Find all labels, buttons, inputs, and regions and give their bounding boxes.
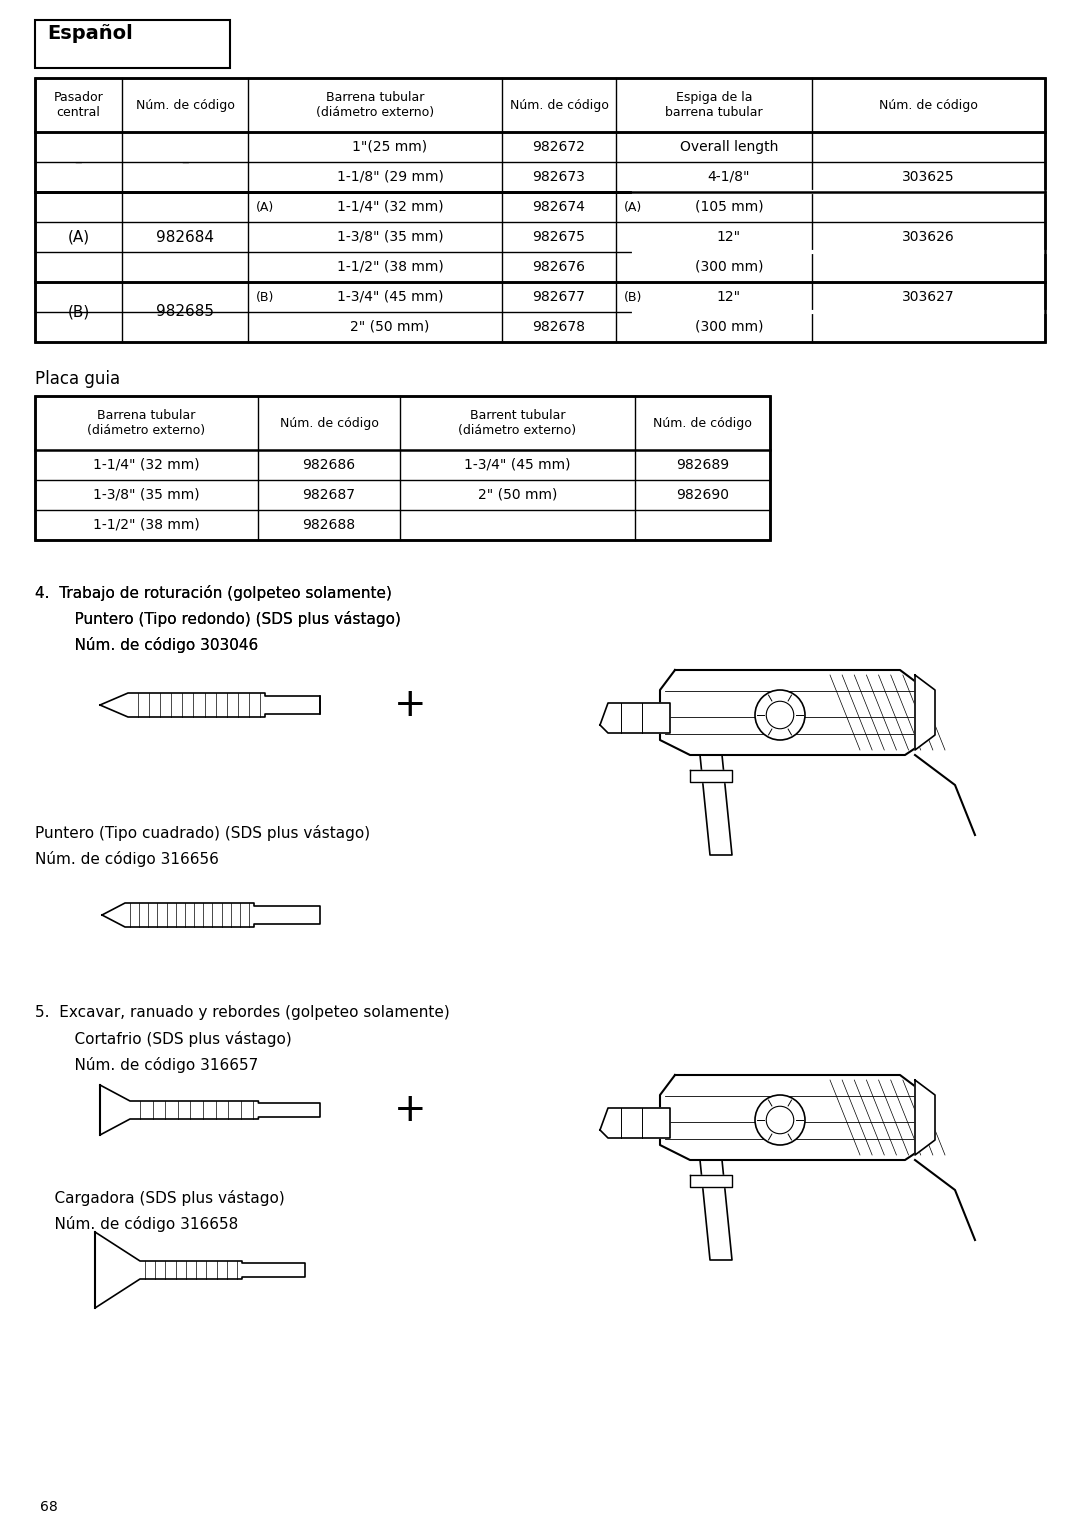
Text: 1"(25 mm): 1"(25 mm) bbox=[352, 141, 428, 154]
Circle shape bbox=[766, 702, 794, 729]
Text: 12": 12" bbox=[717, 229, 741, 245]
Polygon shape bbox=[600, 1109, 670, 1138]
Text: Overall length: Overall length bbox=[679, 141, 779, 154]
Polygon shape bbox=[600, 703, 670, 732]
Text: 1-3/8" (35 mm): 1-3/8" (35 mm) bbox=[337, 229, 443, 245]
Text: 5.  Excavar, ranuado y rebordes (golpeteo solamente): 5. Excavar, ranuado y rebordes (golpeteo… bbox=[35, 1005, 449, 1020]
Text: 1-3/4" (45 mm): 1-3/4" (45 mm) bbox=[337, 291, 443, 304]
Text: 2" (50 mm): 2" (50 mm) bbox=[477, 488, 557, 502]
Text: 12": 12" bbox=[717, 291, 741, 304]
Text: 303626: 303626 bbox=[902, 229, 955, 245]
Text: 982690: 982690 bbox=[676, 488, 729, 502]
Polygon shape bbox=[915, 1079, 935, 1154]
Text: 982672: 982672 bbox=[532, 141, 585, 154]
Text: 982689: 982689 bbox=[676, 459, 729, 472]
Text: Barrent tubular
(diámetro externo): Barrent tubular (diámetro externo) bbox=[458, 408, 577, 437]
Text: Núm. de código: Núm. de código bbox=[280, 416, 378, 430]
Text: 1-1/4" (32 mm): 1-1/4" (32 mm) bbox=[337, 200, 443, 214]
Text: (A): (A) bbox=[624, 200, 643, 214]
Text: 1-3/8" (35 mm): 1-3/8" (35 mm) bbox=[93, 488, 200, 502]
Polygon shape bbox=[690, 771, 732, 781]
Text: 982673: 982673 bbox=[532, 170, 585, 183]
Text: Núm. de código 303046: Núm. de código 303046 bbox=[55, 638, 258, 653]
Text: (300 mm): (300 mm) bbox=[694, 320, 764, 333]
Text: (B): (B) bbox=[67, 304, 90, 320]
Text: 1-3/4" (45 mm): 1-3/4" (45 mm) bbox=[464, 459, 570, 472]
Bar bbox=[35, 78, 1045, 342]
Text: Barrena tubular
(diámetro externo): Barrena tubular (diámetro externo) bbox=[87, 408, 205, 437]
Polygon shape bbox=[660, 1075, 920, 1161]
Text: Núm. de código: Núm. de código bbox=[879, 98, 977, 112]
Text: 1-1/8" (29 mm): 1-1/8" (29 mm) bbox=[337, 170, 444, 183]
Bar bbox=[35, 396, 770, 540]
Text: Núm. de código 303046: Núm. de código 303046 bbox=[55, 638, 258, 653]
Text: Puntero (Tipo redondo) (SDS plus vástago): Puntero (Tipo redondo) (SDS plus vástago… bbox=[55, 612, 401, 627]
Text: 982676: 982676 bbox=[532, 260, 585, 274]
Text: Español: Español bbox=[48, 24, 133, 43]
Text: Espiga de la
barrena tubular: Espiga de la barrena tubular bbox=[665, 92, 762, 119]
Text: 2" (50 mm): 2" (50 mm) bbox=[350, 320, 430, 333]
Polygon shape bbox=[100, 1086, 320, 1135]
Text: 4.  Trabajo de roturación (golpeteo solamente): 4. Trabajo de roturación (golpeteo solam… bbox=[35, 586, 392, 601]
Text: –: – bbox=[75, 154, 82, 170]
Text: 982688: 982688 bbox=[302, 518, 355, 532]
Text: Núm. de código: Núm. de código bbox=[510, 98, 608, 112]
Text: 4.  Trabajo de roturación (golpeteo solamente): 4. Trabajo de roturación (golpeteo solam… bbox=[35, 586, 392, 601]
Text: 982684: 982684 bbox=[156, 229, 214, 245]
Text: Cortafrio (SDS plus vástago): Cortafrio (SDS plus vástago) bbox=[55, 1031, 292, 1047]
Text: 68: 68 bbox=[40, 1500, 57, 1514]
Text: 1-1/4" (32 mm): 1-1/4" (32 mm) bbox=[93, 459, 200, 472]
Text: (300 mm): (300 mm) bbox=[694, 260, 764, 274]
Text: 1-1/2" (38 mm): 1-1/2" (38 mm) bbox=[93, 518, 200, 532]
Text: Placa guia: Placa guia bbox=[35, 370, 120, 388]
Text: (A): (A) bbox=[256, 200, 274, 214]
Text: 1-1/2" (38 mm): 1-1/2" (38 mm) bbox=[337, 260, 444, 274]
Text: 982674: 982674 bbox=[532, 200, 585, 214]
Text: –: – bbox=[181, 154, 189, 170]
Polygon shape bbox=[102, 904, 320, 927]
Text: Cargadora (SDS plus vástago): Cargadora (SDS plus vástago) bbox=[35, 1190, 285, 1206]
Circle shape bbox=[755, 1095, 805, 1145]
Text: Puntero (Tipo cuadrado) (SDS plus vástago): Puntero (Tipo cuadrado) (SDS plus vástag… bbox=[35, 826, 370, 841]
Bar bbox=[35, 78, 1045, 342]
Text: 303625: 303625 bbox=[902, 170, 955, 183]
Circle shape bbox=[766, 1107, 794, 1133]
Text: 982675: 982675 bbox=[532, 229, 585, 245]
Polygon shape bbox=[690, 1174, 732, 1187]
Polygon shape bbox=[915, 674, 935, 751]
Text: 982677: 982677 bbox=[532, 291, 585, 304]
Text: Puntero (Tipo redondo) (SDS plus vástago): Puntero (Tipo redondo) (SDS plus vástago… bbox=[55, 612, 401, 627]
Text: +: + bbox=[394, 687, 427, 725]
Text: (A): (A) bbox=[67, 229, 90, 245]
Circle shape bbox=[755, 690, 805, 740]
Polygon shape bbox=[700, 1161, 732, 1260]
Text: 982685: 982685 bbox=[156, 304, 214, 320]
Text: Núm. de código 316656: Núm. de código 316656 bbox=[35, 852, 219, 867]
Text: Núm. de código 316657: Núm. de código 316657 bbox=[55, 1057, 258, 1073]
Text: (B): (B) bbox=[624, 291, 643, 303]
Text: Barrena tubular
(diámetro externo): Barrena tubular (diámetro externo) bbox=[316, 92, 434, 119]
Polygon shape bbox=[95, 1232, 305, 1307]
Polygon shape bbox=[660, 670, 920, 755]
Text: 982686: 982686 bbox=[302, 459, 355, 472]
Text: (B): (B) bbox=[256, 291, 274, 303]
Text: +: + bbox=[394, 1092, 427, 1128]
Text: 4-1/8": 4-1/8" bbox=[707, 170, 751, 183]
Text: Núm. de código: Núm. de código bbox=[136, 98, 234, 112]
Text: 982687: 982687 bbox=[302, 488, 355, 502]
Text: Pasador
central: Pasador central bbox=[54, 92, 104, 119]
Polygon shape bbox=[700, 755, 732, 855]
Text: Núm. de código: Núm. de código bbox=[653, 416, 752, 430]
Text: Núm. de código 316658: Núm. de código 316658 bbox=[35, 1216, 239, 1232]
Bar bbox=[35, 396, 770, 540]
Polygon shape bbox=[100, 693, 320, 717]
Text: 982678: 982678 bbox=[532, 320, 585, 333]
Text: 303627: 303627 bbox=[902, 291, 955, 304]
Bar bbox=[35, 20, 230, 67]
Text: (105 mm): (105 mm) bbox=[694, 200, 764, 214]
